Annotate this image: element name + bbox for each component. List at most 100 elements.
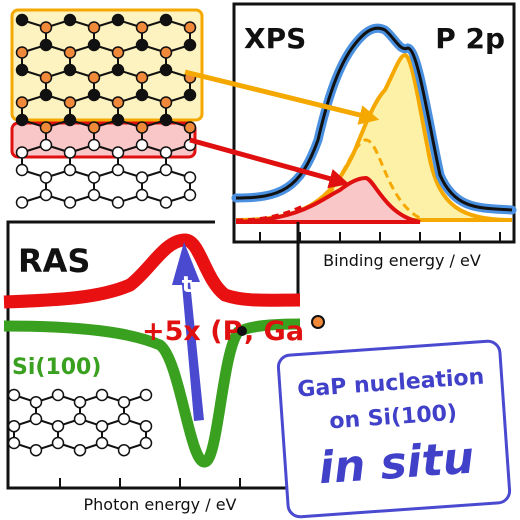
atom	[63, 13, 77, 27]
atom	[87, 38, 101, 52]
atom	[111, 46, 125, 59]
atom	[87, 121, 101, 134]
gap-layer-box	[10, 8, 204, 122]
atom	[159, 63, 173, 77]
xps-peak-interface	[235, 175, 421, 224]
atom	[111, 196, 125, 209]
atom	[39, 71, 53, 84]
scale-label: +5x (P	[142, 316, 242, 347]
xps-ticks	[259, 232, 501, 242]
xps-line: P 2p	[435, 22, 505, 55]
caption-emphasis: in situ	[317, 433, 476, 495]
atom	[183, 171, 197, 184]
atom	[39, 171, 53, 184]
atom	[139, 419, 153, 433]
atom	[29, 395, 43, 409]
atom	[63, 196, 77, 209]
atom	[139, 388, 153, 402]
atom	[135, 88, 149, 102]
atom	[73, 412, 87, 426]
atom	[39, 88, 53, 102]
atom	[87, 88, 101, 102]
atom	[39, 21, 53, 34]
atom	[159, 113, 173, 127]
atom	[117, 443, 131, 457]
atom	[135, 188, 149, 202]
atom	[63, 63, 77, 77]
atom	[135, 38, 149, 52]
atom	[111, 96, 125, 109]
atom	[139, 436, 153, 450]
atom	[73, 443, 87, 457]
caption-box	[276, 339, 512, 519]
atom	[63, 163, 77, 177]
xps-red-dashed	[235, 203, 306, 222]
atom	[39, 38, 53, 52]
atom	[7, 419, 21, 433]
atom	[135, 138, 149, 152]
atom	[7, 436, 21, 450]
atom	[15, 113, 29, 127]
atom	[159, 96, 173, 109]
xps-title: XPS	[244, 22, 306, 55]
atom	[63, 146, 77, 159]
ga-label: , Ga	[244, 316, 304, 347]
atom	[87, 138, 101, 152]
atom	[111, 113, 125, 127]
atom	[51, 419, 65, 433]
atom	[15, 63, 29, 77]
atom	[135, 171, 149, 184]
atom	[15, 163, 29, 177]
atom	[111, 13, 125, 27]
atom	[7, 388, 21, 402]
p-atom-icon	[237, 326, 247, 336]
atom	[159, 46, 173, 59]
atom	[87, 21, 101, 34]
atom	[29, 443, 43, 457]
atom	[117, 412, 131, 426]
si-lattice	[7, 388, 153, 457]
atom	[159, 146, 173, 159]
atom	[135, 21, 149, 34]
ga-atom-icon	[311, 315, 325, 329]
atom	[183, 121, 197, 134]
atom	[39, 188, 53, 202]
arrow-interface	[189, 137, 350, 189]
atom	[183, 88, 197, 102]
atom	[183, 188, 197, 202]
atom	[95, 419, 109, 433]
atom	[15, 13, 29, 27]
atom	[135, 71, 149, 84]
atom	[111, 63, 125, 77]
substrate-label: Si(100)	[12, 355, 101, 380]
atom	[63, 96, 77, 109]
arrow-gap	[184, 69, 380, 125]
ras-frame	[6, 220, 300, 490]
atom	[15, 196, 29, 209]
time-arrow	[172, 242, 204, 421]
atom	[15, 146, 29, 159]
atom	[183, 21, 197, 34]
ras-axis-label: Photon energy / eV	[84, 495, 237, 514]
atom	[63, 46, 77, 59]
atom	[39, 138, 53, 152]
xps-axis-label: Binding energy / eV	[323, 251, 481, 270]
atom	[29, 412, 43, 426]
atom	[51, 388, 65, 402]
time-label: t	[182, 273, 193, 298]
atom	[95, 388, 109, 402]
atom	[159, 13, 173, 27]
atom	[87, 171, 101, 184]
crystal-lattice	[15, 13, 197, 209]
atom	[159, 196, 173, 209]
atom	[87, 188, 101, 202]
atom	[117, 395, 131, 409]
atom	[87, 71, 101, 84]
xps-fit	[235, 26, 513, 212]
atom	[159, 163, 173, 177]
ras-curve-gap	[3, 233, 301, 309]
atom	[183, 38, 197, 52]
atom	[15, 46, 29, 59]
atom	[15, 96, 29, 109]
